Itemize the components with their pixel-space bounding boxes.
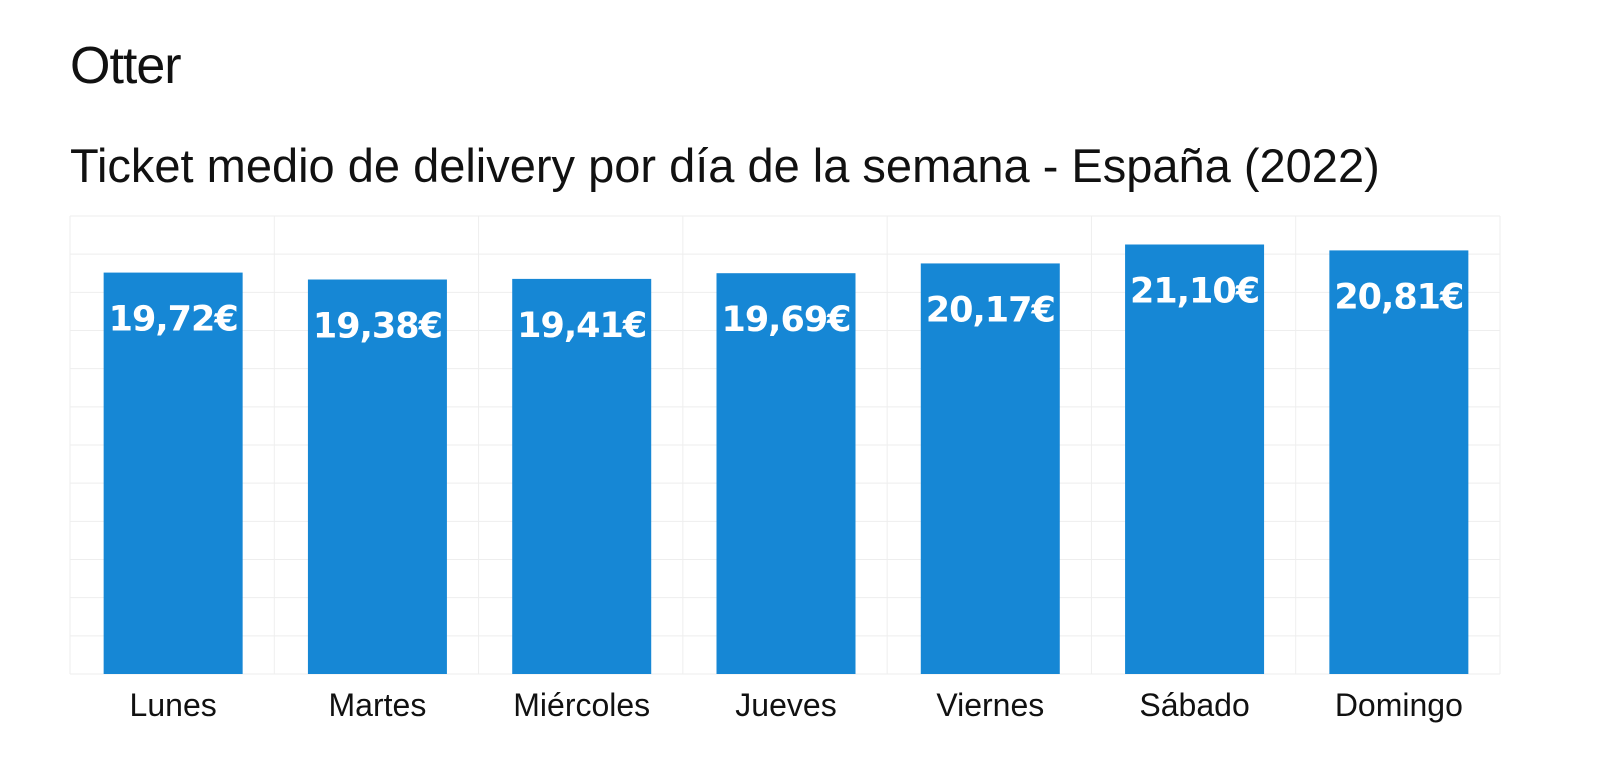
data-label: 21,10€ xyxy=(1130,271,1259,311)
bar-jueves xyxy=(716,273,856,674)
bar-martes xyxy=(307,279,447,674)
bar-miércoles xyxy=(512,278,652,674)
bar-lunes xyxy=(103,272,243,674)
category-label: Domingo xyxy=(1335,687,1463,723)
chart-bars: 19,72€ 19,38€ 19,41€ 19,69€ 20,17€ 21,10€ 20,8… xyxy=(103,244,1469,675)
chart-title: Ticket medio de delivery por día de la s… xyxy=(70,139,1380,192)
category-label: Miércoles xyxy=(513,687,650,723)
data-label: 19,41€ xyxy=(517,306,646,346)
otter-logo: Otter xyxy=(70,37,182,95)
category-label: Jueves xyxy=(735,687,836,723)
bar-domingo xyxy=(1329,250,1469,675)
category-label: Lunes xyxy=(130,687,217,723)
category-label: Sábado xyxy=(1139,687,1249,723)
category-label: Martes xyxy=(329,687,427,723)
data-label: 19,69€ xyxy=(721,300,850,340)
data-label: 19,38€ xyxy=(313,307,442,347)
data-label: 20,17€ xyxy=(926,290,1055,330)
category-labels: Lunes Martes Miércoles Jueves Viernes Sábado D… xyxy=(130,687,1463,723)
category-label: Viernes xyxy=(936,687,1044,723)
data-label: 19,72€ xyxy=(109,300,238,340)
bar-sábado xyxy=(1125,244,1265,674)
bar-viernes xyxy=(920,263,1060,674)
data-label: 20,81€ xyxy=(1334,277,1463,317)
